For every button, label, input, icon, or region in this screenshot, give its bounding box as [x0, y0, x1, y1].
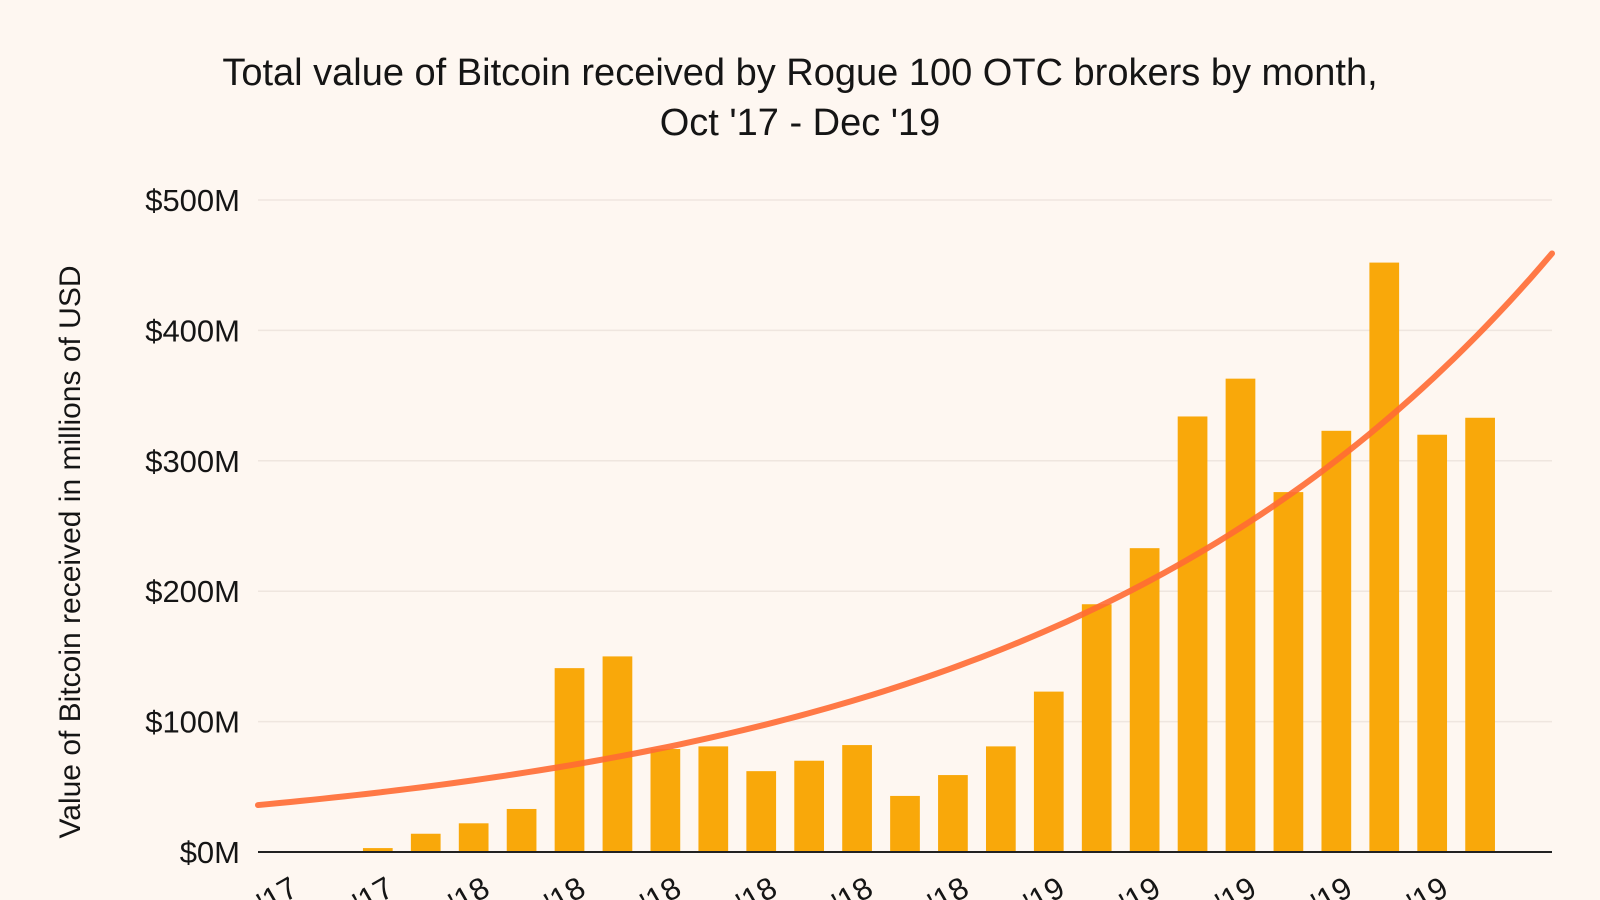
- bar: [842, 745, 872, 852]
- bar: [1177, 416, 1208, 852]
- bar: [650, 748, 681, 852]
- y-tick-label: $500M: [145, 183, 240, 218]
- bar: [554, 668, 585, 852]
- x-tick-label: '18: [730, 870, 782, 900]
- bars: [362, 262, 1495, 852]
- x-tick-label: '19: [1209, 870, 1261, 900]
- bar: [890, 795, 920, 852]
- y-tick-label: $400M: [145, 313, 240, 348]
- bar: [938, 775, 968, 852]
- y-tick-label: $300M: [145, 444, 240, 479]
- x-tick-label: '19: [1401, 870, 1453, 900]
- bar: [1081, 604, 1112, 852]
- bar: [985, 746, 1016, 852]
- trendline-group: [255, 250, 1555, 809]
- y-tick-label: $100M: [145, 705, 240, 740]
- x-axis-ticks: '17 '17 '18 '18 '18 '18 '18 '18 '19 '19 '19 '19 '19: [251, 870, 1454, 900]
- y-tick-label: $0M: [180, 835, 240, 870]
- y-axis-ticks: $0M $100M $200M $300M $400M $500M: [145, 183, 240, 870]
- x-tick-label: '19: [1018, 870, 1070, 900]
- x-tick-label: '17: [251, 870, 303, 900]
- chart-title-line-1: Total value of Bitcoin received by Rogue…: [222, 52, 1378, 94]
- bar: [362, 848, 393, 852]
- y-axis-label: Value of Bitcoin received in millions of…: [54, 265, 87, 838]
- bar: [1225, 378, 1256, 852]
- bar: [794, 760, 825, 852]
- bar: [458, 823, 489, 852]
- x-tick-label: '19: [1305, 870, 1357, 900]
- gridlines: [258, 199, 1552, 723]
- bar: [1369, 262, 1400, 852]
- x-tick-label: '17: [347, 870, 399, 900]
- x-tick-label: '18: [443, 870, 495, 900]
- x-tick-label: '18: [634, 870, 686, 900]
- x-tick-label: '18: [539, 870, 591, 900]
- bar: [506, 808, 537, 852]
- bar: [1033, 691, 1064, 852]
- x-tick-label: '18: [826, 870, 878, 900]
- bar: [1273, 492, 1304, 852]
- chart-title: Total value of Bitcoin received by Rogue…: [0, 48, 1600, 148]
- bar: [1129, 548, 1160, 852]
- bar: [410, 833, 441, 852]
- chart-title-line-2: Oct '17 - Dec '19: [659, 102, 941, 144]
- bar: [1465, 417, 1495, 852]
- bar: [698, 746, 729, 852]
- x-tick-label: '19: [1114, 870, 1166, 900]
- bar: [746, 771, 777, 852]
- trendline: [255, 250, 1555, 809]
- x-tick-label: '18: [922, 870, 974, 900]
- bar: [1321, 430, 1352, 852]
- y-tick-label: $200M: [145, 574, 240, 609]
- bar: [1417, 434, 1448, 852]
